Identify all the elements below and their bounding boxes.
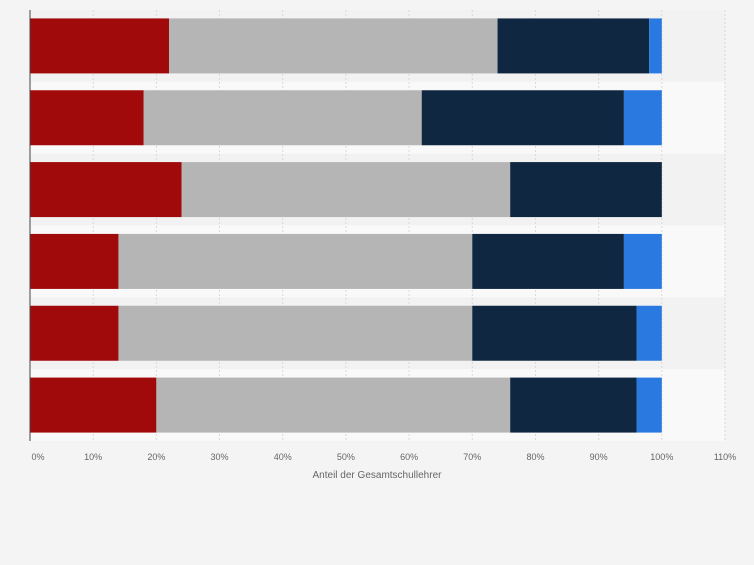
bar-segment	[421, 90, 624, 146]
x-tick-label: 80%	[526, 452, 544, 462]
x-tick-label: 110%	[714, 452, 736, 462]
x-tick-label: 100%	[650, 452, 673, 462]
x-tick-label: 20%	[147, 452, 165, 462]
bar-segment	[636, 305, 662, 361]
bar-segment	[30, 233, 119, 289]
x-tick-label: 70%	[463, 452, 481, 462]
bar-segment	[30, 377, 157, 433]
x-tick-label: 50%	[337, 452, 355, 462]
bar-segment	[649, 18, 662, 74]
x-tick-label: 30%	[211, 452, 229, 462]
bar-segment	[30, 162, 182, 218]
bar-segment	[118, 233, 473, 289]
bar-segment	[472, 233, 624, 289]
bar-segment	[623, 90, 662, 146]
bar-segment	[510, 377, 637, 433]
bar-segment	[181, 162, 511, 218]
bar-segment	[510, 162, 662, 218]
bar-segment	[143, 90, 422, 146]
x-tick-label: 60%	[400, 452, 418, 462]
bar-segment	[472, 305, 637, 361]
bar-segment	[30, 305, 119, 361]
bar-segment	[156, 377, 511, 433]
bar-segment	[497, 18, 650, 74]
bar-segment	[636, 377, 662, 433]
x-tick-label: 90%	[590, 452, 608, 462]
x-tick-label: 0%	[31, 452, 44, 462]
x-tick-label: 40%	[274, 452, 292, 462]
bar-segment	[30, 90, 144, 146]
bar-segment	[118, 305, 473, 361]
bar-segment	[30, 18, 169, 74]
bar-segment	[169, 18, 498, 74]
x-axis-label: Anteil der Gesamtschullehrer	[313, 470, 443, 481]
x-tick-label: 10%	[84, 452, 102, 462]
bar-segment	[623, 233, 662, 289]
